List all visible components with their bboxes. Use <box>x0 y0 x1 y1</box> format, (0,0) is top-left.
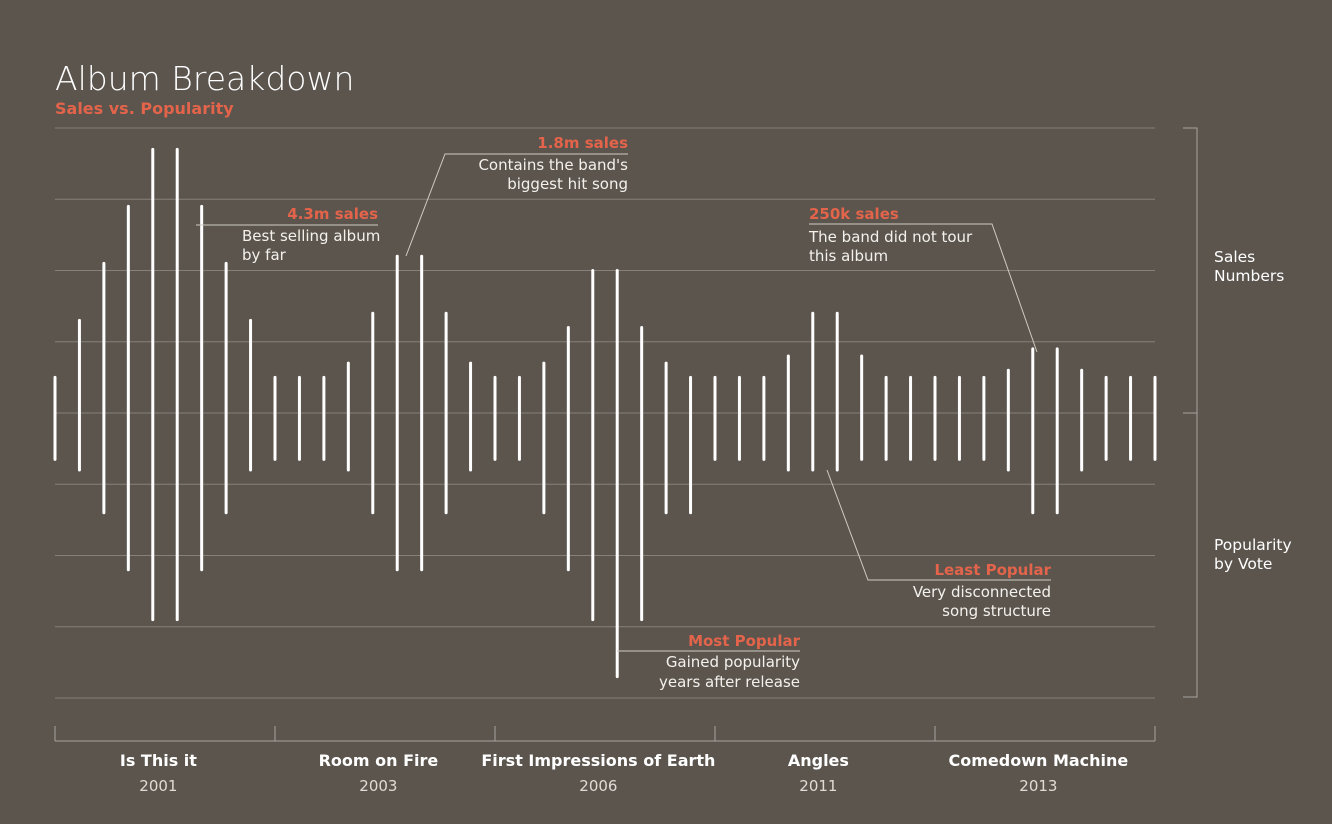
annotation-text: years after release <box>659 673 800 691</box>
annotation-text: Best selling album <box>242 227 380 245</box>
side-axis: Sales Numbers Popularity by Vote <box>1183 127 1292 698</box>
album-year: 2006 <box>579 777 617 795</box>
annotation-text: Contains the band's <box>478 156 628 174</box>
bars <box>53 147 1157 679</box>
album-axis: Is This it 2001 Room on Fire 2003 First Impr… <box>54 726 1156 795</box>
annotation-4-3m-sales: 4.3m sales Best selling album by far <box>242 205 380 264</box>
annotation-text: The band did not tour <box>808 228 973 246</box>
annotation-heading: Least Popular <box>934 561 1051 579</box>
annotation-most-popular: Most Popular Gained popularity years aft… <box>659 632 801 691</box>
leader-line-least-popular <box>826 469 1051 581</box>
grid-lines <box>55 127 1155 699</box>
album-year: 2001 <box>139 777 177 795</box>
leader-line-250k <box>809 223 1038 353</box>
annotation-250k-sales: 250k sales The band did not tour this al… <box>808 205 973 265</box>
popularity-label: by Vote <box>1214 555 1272 573</box>
album-name: First Impressions of Earth <box>481 751 715 770</box>
annotation-least-popular: Least Popular Very disconnected song str… <box>913 561 1052 620</box>
annotation-heading: 1.8m sales <box>537 134 628 152</box>
sales-numbers-label: Sales <box>1214 248 1255 266</box>
annotation-heading: 250k sales <box>809 205 899 223</box>
album-name: Angles <box>788 751 849 770</box>
album-year: 2003 <box>359 777 397 795</box>
album-year: 2011 <box>799 777 837 795</box>
leader-lines <box>196 153 1051 652</box>
side-bracket <box>1183 127 1198 698</box>
chart-title: Album Breakdown <box>55 59 354 98</box>
album-name: Room on Fire <box>319 751 439 770</box>
annotation-heading: 4.3m sales <box>287 205 378 223</box>
album-year: 2013 <box>1019 777 1057 795</box>
album-name: Comedown Machine <box>949 751 1129 770</box>
sales-numbers-label: Numbers <box>1214 267 1284 285</box>
album-name: Is This it <box>120 751 197 770</box>
annotation-text: biggest hit song <box>507 175 628 193</box>
annotation-heading: Most Popular <box>688 632 801 650</box>
annotation-1-8m-sales: 1.8m sales Contains the band's biggest h… <box>478 134 628 193</box>
annotation-text: Gained popularity <box>666 653 800 671</box>
popularity-label: Popularity <box>1214 536 1292 554</box>
annotation-text: Very disconnected <box>913 583 1051 601</box>
chart-subtitle: Sales vs. Popularity <box>55 99 234 118</box>
leader-line-1-8m <box>405 153 628 257</box>
annotation-text: this album <box>809 247 888 265</box>
annotation-text: song structure <box>942 602 1051 620</box>
annotation-text: by far <box>242 246 287 264</box>
